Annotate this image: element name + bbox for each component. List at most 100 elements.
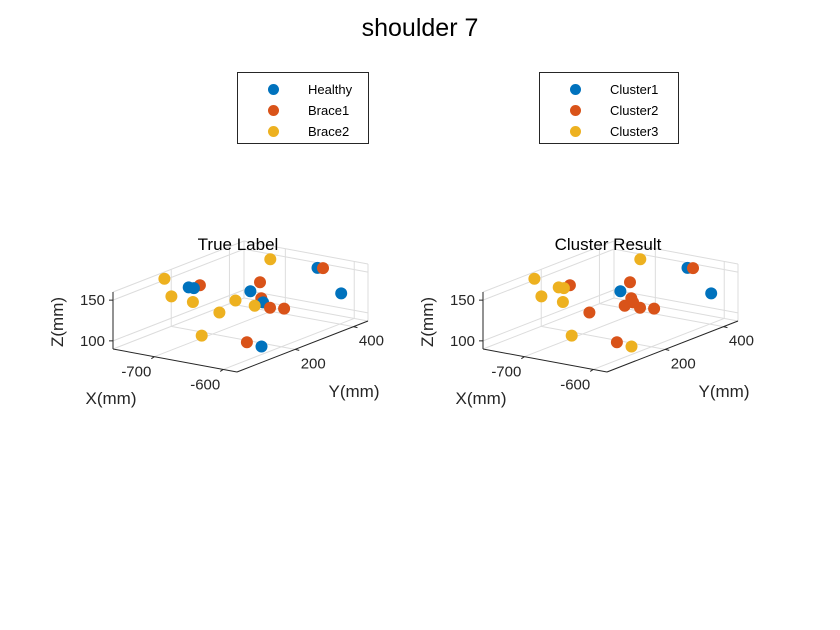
x-tick	[589, 369, 594, 372]
data-point-cluster3	[552, 281, 565, 294]
data-point-cluster3	[625, 340, 638, 353]
grid-line	[171, 325, 296, 350]
data-point-cluster3	[535, 290, 548, 303]
legend-marker-cluster2	[570, 105, 581, 116]
plot-panel-true-label: -700 -600 200 400 100 150 X(mm) Y(mm) Z(mm) True …	[48, 235, 384, 408]
data-point-brace2	[248, 299, 261, 312]
x-tick	[219, 369, 224, 372]
data-point-brace2	[165, 290, 178, 303]
legend-item-cluster2: Cluster2	[540, 101, 678, 121]
legend-marker-cluster1	[570, 84, 581, 95]
y-tick-label: 400	[729, 333, 754, 350]
y-axis-line	[606, 320, 739, 373]
data-point-brace1	[264, 301, 276, 314]
data-point-cluster2	[618, 299, 631, 312]
y-tick-label: 200	[301, 355, 326, 372]
z-tick-label: 150	[450, 292, 475, 309]
data-point-healthy	[335, 287, 348, 300]
data-point-brace2	[158, 272, 171, 285]
y-tick	[295, 348, 300, 351]
grid-line	[482, 240, 615, 293]
legend-marker-brace1	[268, 105, 279, 116]
data-point-cluster2	[624, 276, 636, 289]
data-point-brace2	[264, 253, 277, 266]
x-axis-line	[112, 348, 238, 373]
legend-item-brace2: Brace2	[238, 122, 368, 142]
grid-line	[243, 240, 369, 265]
legend-label: Brace1	[308, 103, 350, 118]
y-tick-label: 400	[359, 333, 384, 350]
z-tick-label: 100	[450, 333, 475, 350]
data-point-brace1	[240, 336, 253, 349]
legend-marker-brace2	[268, 126, 279, 137]
grid-line	[154, 305, 286, 358]
x-tick	[521, 356, 525, 360]
y-tick	[665, 348, 670, 351]
legend-marker-healthy	[268, 84, 279, 95]
data-point-cluster3	[565, 329, 578, 342]
plot-title: Cluster Result	[555, 235, 662, 254]
data-point-healthy	[182, 281, 195, 294]
grid-line	[112, 248, 245, 301]
z-tick-label: 150	[80, 292, 105, 309]
legend-label: Cluster3	[610, 124, 659, 139]
data-point-cluster2	[610, 336, 623, 349]
plot-title: True Label	[198, 235, 279, 254]
data-point-cluster3	[556, 296, 569, 308]
data-point-brace2	[195, 329, 208, 342]
legend-cluster-result: Cluster1 Cluster2 Cluster3	[539, 72, 679, 144]
grid-line	[112, 289, 245, 342]
grid-line	[482, 248, 615, 301]
grid-line	[524, 305, 656, 358]
legend-item-cluster1: Cluster1	[540, 80, 678, 100]
grid-line	[482, 289, 615, 342]
data-point-cluster3	[528, 272, 541, 285]
data-point-brace2	[213, 306, 226, 319]
z-tick-label: 100	[80, 333, 105, 350]
z-axis-label: Z(mm)	[418, 297, 437, 347]
grid-line	[112, 297, 245, 350]
legend-marker-cluster3	[570, 126, 581, 137]
y-tick-label: 200	[671, 355, 696, 372]
z-axis-label: Z(mm)	[48, 297, 67, 347]
x-tick-label: -700	[121, 364, 151, 381]
data-point-cluster2	[583, 306, 596, 319]
data-point-brace1	[278, 302, 291, 315]
data-point-cluster2	[648, 302, 661, 315]
legend-item-brace1: Brace1	[238, 101, 368, 121]
data-point-healthy	[244, 285, 257, 298]
grid-line	[613, 248, 739, 273]
legend-label: Cluster1	[610, 82, 659, 97]
y-tick	[353, 326, 358, 329]
legend-item-healthy: Healthy	[238, 80, 368, 100]
x-tick-label: -600	[560, 376, 590, 393]
x-tick	[151, 356, 155, 360]
data-point-cluster1	[614, 285, 627, 298]
y-tick	[723, 326, 728, 329]
data-point-brace1	[254, 276, 266, 289]
data-point-brace2	[229, 294, 242, 307]
grid-line	[593, 317, 725, 370]
legend-true-label: Healthy Brace1 Brace2	[237, 72, 369, 144]
grid-line	[223, 317, 355, 370]
y-axis-label: Y(mm)	[329, 382, 380, 401]
grid-line	[243, 248, 369, 273]
legend-label: Healthy	[308, 82, 353, 97]
x-tick-label: -700	[491, 364, 521, 381]
plot-panel-cluster-result: -700 -600 200 400 100 150 X(mm) Y(mm) Z(mm) Clust…	[418, 235, 754, 408]
data-point-healthy	[255, 340, 268, 353]
grid-line	[541, 325, 666, 350]
y-axis-label: Y(mm)	[699, 382, 750, 401]
legend-label: Brace2	[308, 124, 350, 139]
x-axis-label: X(mm)	[456, 389, 507, 408]
figure-title: shoulder 7	[361, 14, 479, 42]
data-point-cluster3	[634, 253, 647, 266]
data-point-cluster2	[687, 262, 699, 275]
data-point-cluster1	[705, 287, 718, 300]
grid-line	[613, 240, 739, 265]
data-point-brace1	[317, 262, 329, 275]
legend-label: Cluster2	[610, 103, 659, 118]
x-axis-line	[482, 348, 608, 373]
